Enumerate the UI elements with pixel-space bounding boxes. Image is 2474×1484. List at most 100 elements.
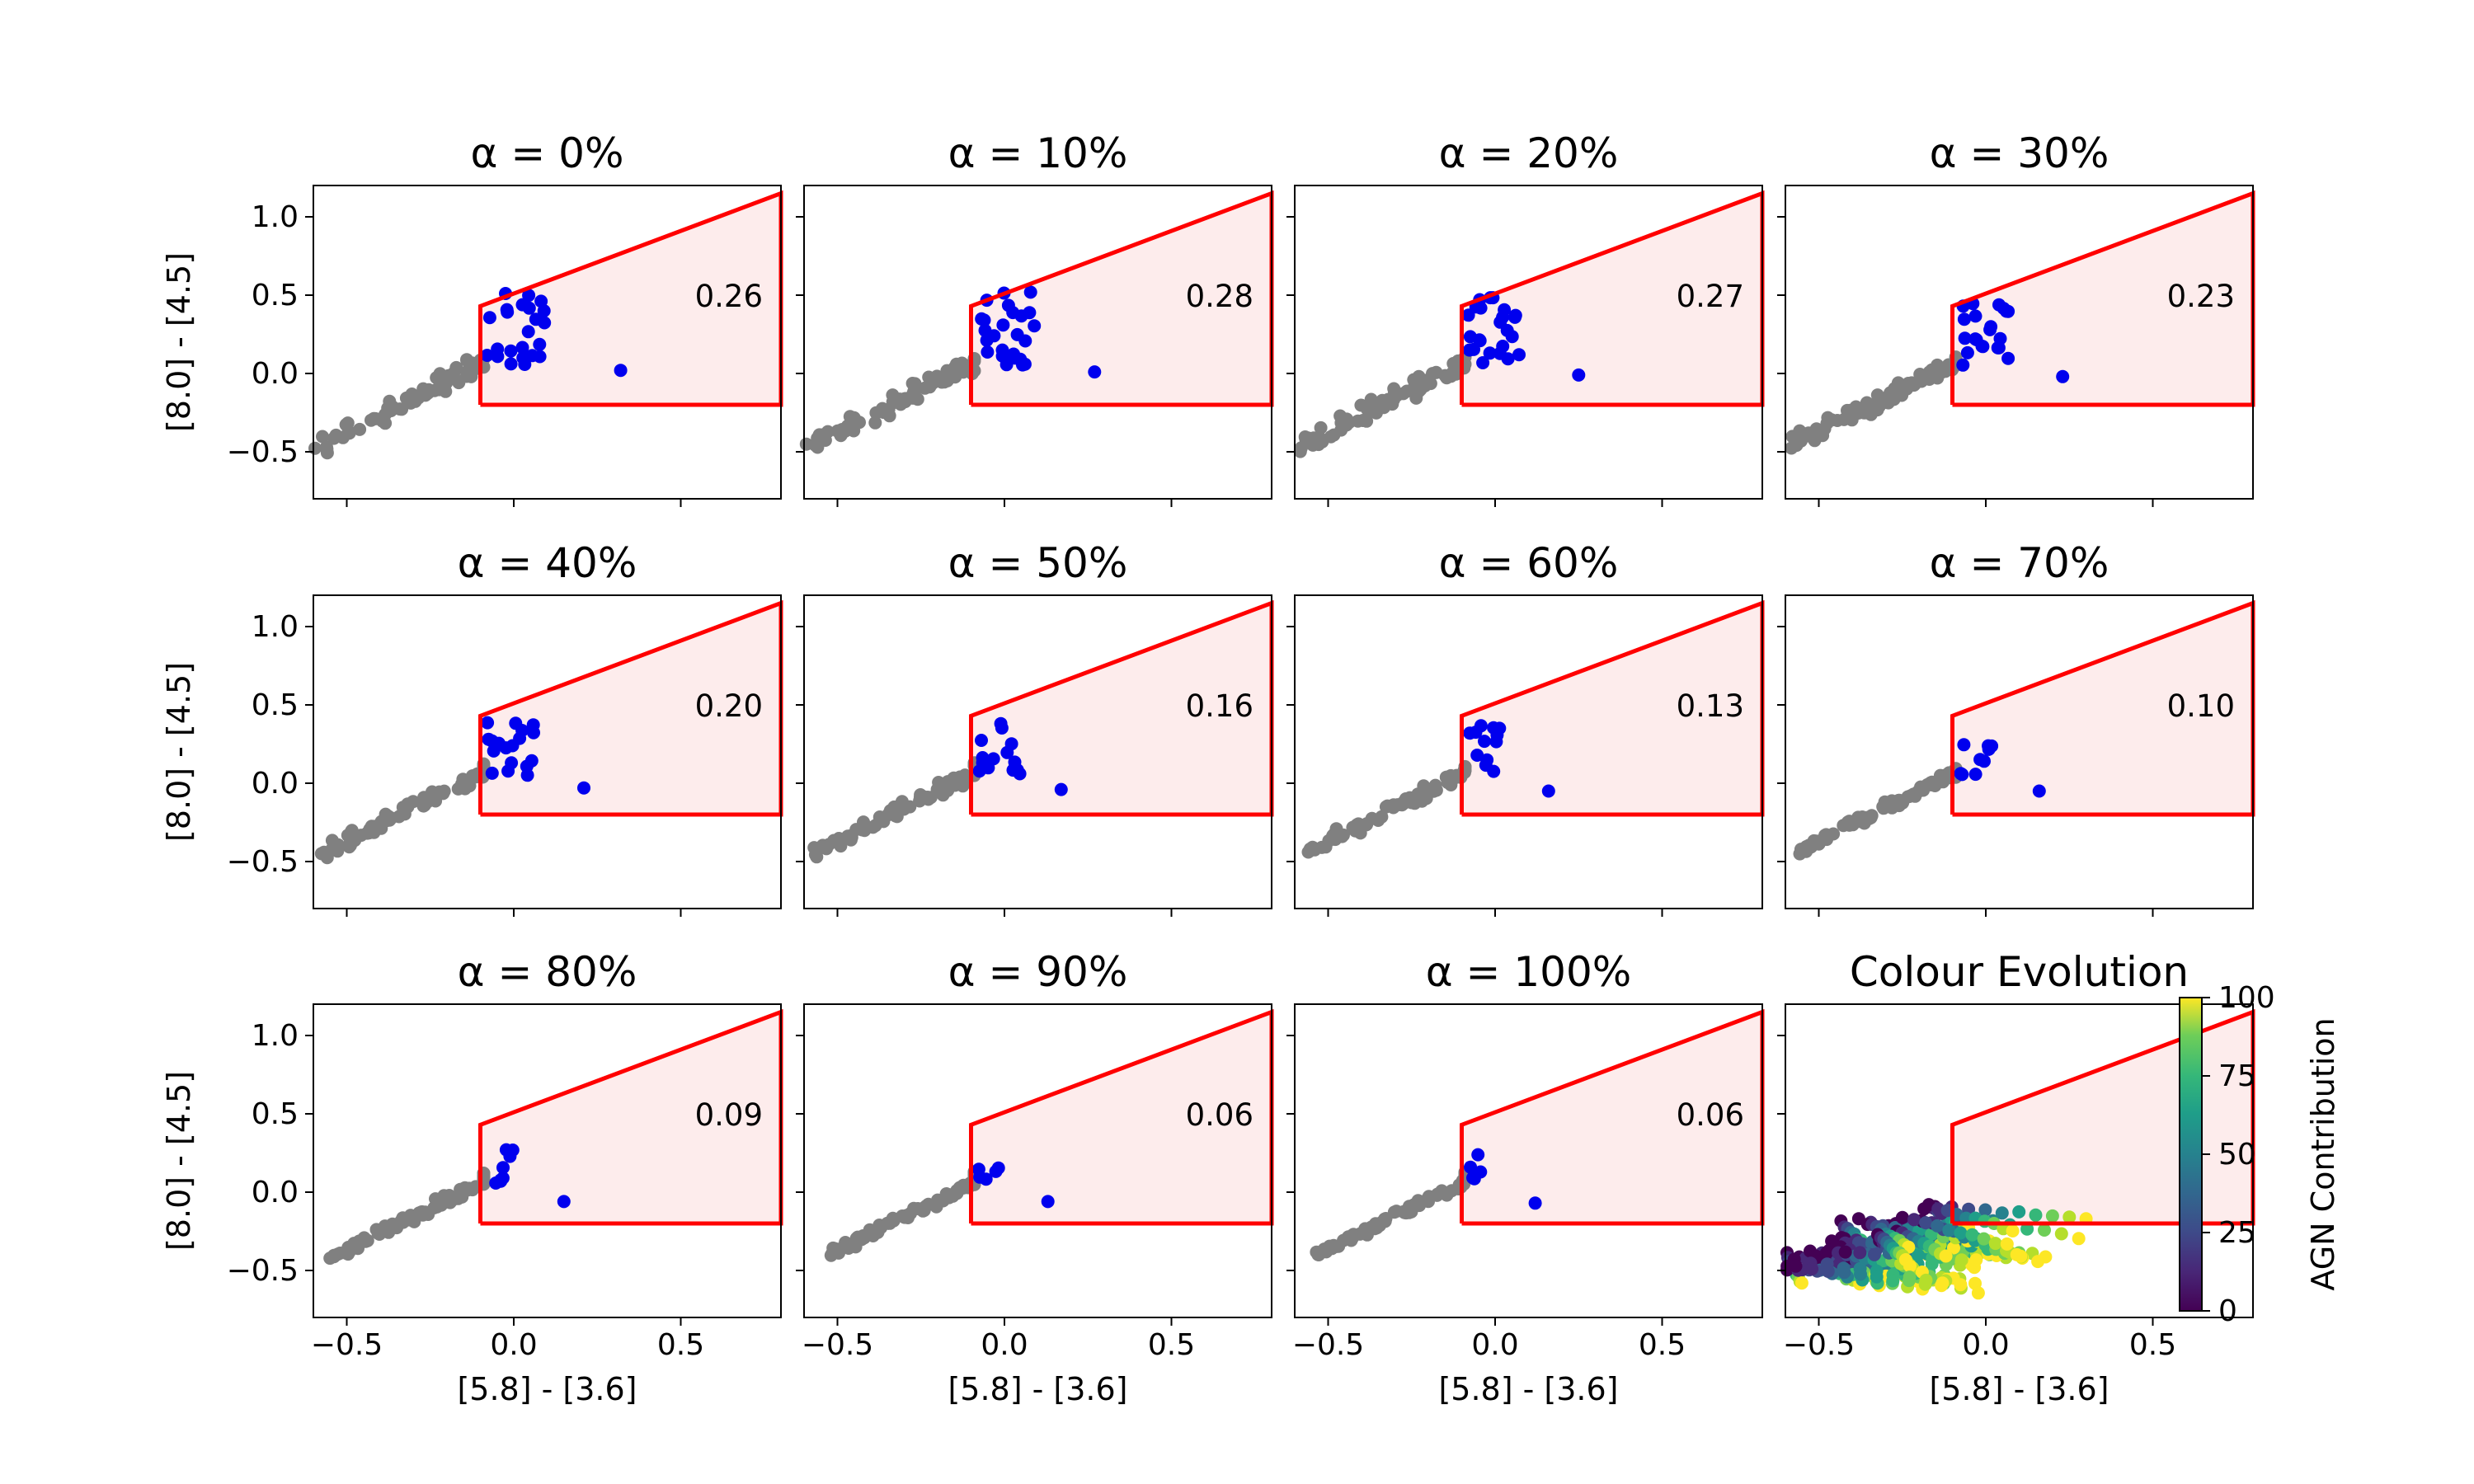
outside-point [1394, 797, 1408, 811]
selected-point [973, 1170, 987, 1184]
evolution-point [1942, 1223, 1956, 1237]
axes-frame [803, 1003, 1272, 1318]
outside-point [831, 1242, 845, 1256]
selected-point [504, 344, 518, 358]
selected-point [1501, 352, 1515, 366]
outside-point [818, 434, 832, 447]
selected-point [1978, 754, 1991, 768]
selected-point [1023, 306, 1037, 320]
selected-point [504, 357, 518, 371]
x-axis-label: [5.8] - [3.6] [1438, 1371, 1618, 1407]
selected-point [515, 724, 529, 737]
outside-point [1407, 373, 1421, 387]
outside-point [323, 1252, 337, 1266]
outside-point [399, 391, 413, 405]
selected-point [521, 325, 535, 339]
outside-point [1385, 397, 1399, 411]
selected-point [538, 316, 552, 330]
x-tick-label: 0.5 [1639, 1328, 1686, 1362]
outside-point [1329, 822, 1343, 836]
evolution-point [1907, 1213, 1921, 1227]
selected-point [989, 1164, 1003, 1178]
y-tick-label: 1.0 [252, 610, 299, 644]
evolution-point [1919, 1216, 1933, 1230]
outside-point [857, 823, 871, 837]
y-tick-label: 0.0 [252, 1176, 299, 1209]
x-tick-label: 0.5 [1148, 1328, 1195, 1362]
selected-point [1993, 331, 2007, 345]
selected-point [1508, 310, 1522, 324]
panel-1: α = 0% −0.5 0.0 0.5 1.0 [8.0] - [4.5] 0.26 [161, 129, 783, 507]
outside-point [1408, 796, 1422, 810]
colorbar-tick-label: 0 [2218, 1294, 2237, 1328]
selected-point [1474, 1165, 1488, 1179]
outside-point [397, 803, 412, 816]
panel-5: α = 40% −0.5 0.0 0.5 1.0 [8.0] - [4.5] 0.20 [161, 539, 783, 917]
outside-point [383, 394, 397, 408]
selected-point [1968, 768, 1982, 782]
evolution-point [1978, 1203, 1992, 1217]
selected-point [496, 1161, 510, 1175]
selection-region-fill [1461, 1012, 1762, 1223]
outside-point [1430, 1188, 1444, 1202]
outside-point [1439, 770, 1453, 784]
panel-title: α = 50% [948, 539, 1128, 587]
selected-point [1471, 1148, 1485, 1162]
evolution-point [1965, 1228, 1979, 1242]
evolution-point [2038, 1223, 2051, 1237]
outside-point [934, 375, 948, 389]
outside-point [1324, 430, 1338, 444]
x-tick-label: 0.0 [1471, 1328, 1518, 1362]
selected-point [1001, 298, 1015, 312]
outside-point [898, 1210, 912, 1224]
selected-point [557, 1195, 571, 1209]
selected-point [1956, 358, 1970, 372]
selected-point [1498, 303, 1512, 317]
selected-point [500, 303, 514, 317]
panel-2: α = 10% 0.28 [796, 129, 1274, 507]
selected-point [1474, 719, 1488, 733]
y-tick-label: 0.0 [252, 767, 299, 801]
selected-point [995, 349, 1009, 363]
y-tick-label: −0.5 [227, 845, 299, 879]
evolution-point [1853, 1246, 1867, 1260]
outside-point [430, 1198, 444, 1212]
selected-point [494, 1174, 508, 1188]
axes-frame [313, 1003, 782, 1318]
axes-frame [313, 594, 782, 909]
outside-point [342, 426, 356, 440]
outside-point [1353, 1227, 1367, 1241]
evolution-point [2062, 1210, 2077, 1224]
evolution-point [1954, 1278, 1968, 1292]
selected-point [1088, 365, 1102, 379]
outside-point [830, 424, 844, 438]
selected-point [1461, 308, 1475, 322]
outside-point [922, 370, 936, 384]
panel-title: α = 30% [1930, 129, 2109, 177]
outside-point [950, 1186, 964, 1200]
outside-point [1837, 412, 1851, 426]
selected-fraction-label: 0.27 [1677, 279, 1744, 314]
outside-point [914, 788, 928, 801]
evolution-point [1852, 1236, 1865, 1250]
outside-point [353, 422, 367, 436]
outside-point [1878, 795, 1892, 809]
panel-title: α = 20% [1439, 129, 1619, 177]
x-axis-label: [5.8] - [3.6] [1929, 1371, 2109, 1407]
evolution-point [1805, 1262, 1819, 1276]
evolution-point [1931, 1219, 1945, 1233]
selection-region-fill [971, 1012, 1272, 1223]
selected-point [1018, 357, 1032, 371]
selected-point [1028, 319, 1042, 333]
colorbar-tick-label: 25 [2218, 1216, 2256, 1250]
outside-point [1314, 420, 1328, 434]
outside-point [421, 1208, 435, 1221]
outside-point [428, 793, 442, 807]
outside-point [940, 782, 954, 796]
selected-point [978, 323, 992, 337]
panel-4: α = 30% 0.23 [1777, 129, 2255, 507]
colorbar-gradient [2179, 997, 2203, 1312]
selected-point [981, 345, 995, 359]
outside-point [1808, 434, 1822, 448]
evolution-point [1969, 1253, 1983, 1267]
